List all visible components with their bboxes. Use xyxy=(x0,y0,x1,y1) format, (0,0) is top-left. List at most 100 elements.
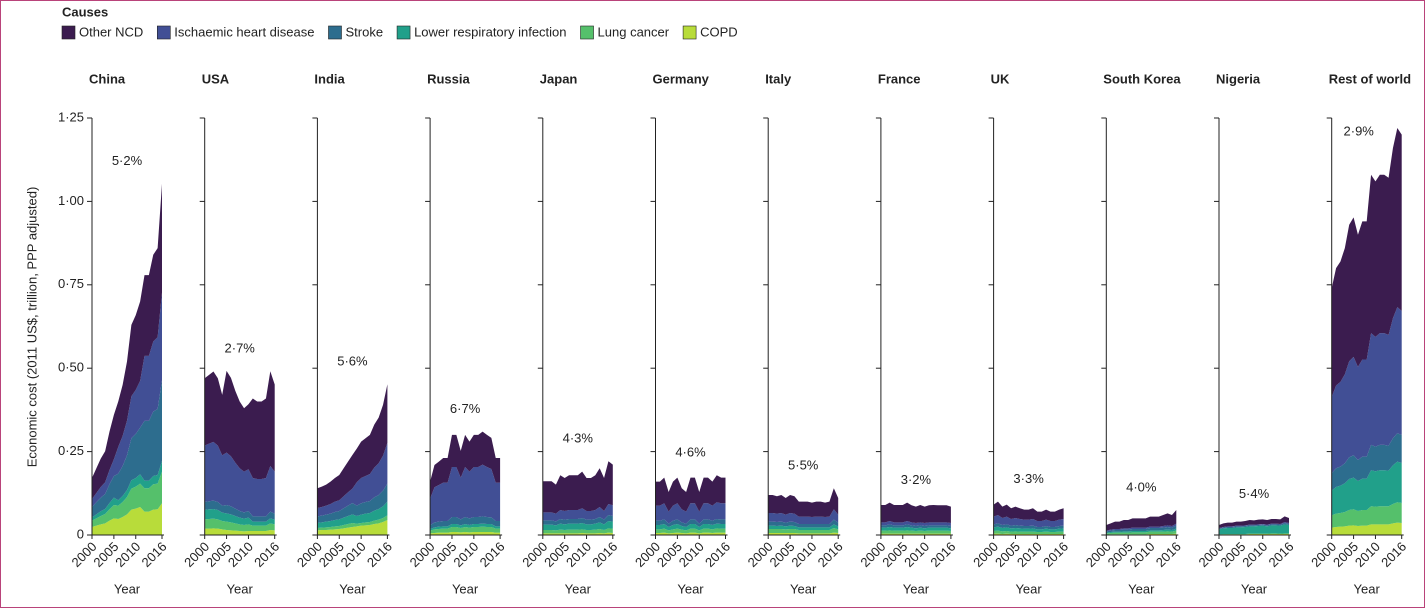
growth-annotation: 3·3% xyxy=(1013,471,1044,486)
area xyxy=(1331,433,1402,491)
x-axis-label: Year xyxy=(677,581,704,596)
area xyxy=(542,528,613,534)
x-tick-label: 2010 xyxy=(1239,539,1270,570)
x-tick-label: 2016 xyxy=(1265,539,1296,570)
area xyxy=(655,475,726,512)
x-tick-label: 2016 xyxy=(702,539,733,570)
area xyxy=(880,530,951,534)
x-axis-label: Year xyxy=(903,581,930,596)
area xyxy=(880,502,951,523)
area xyxy=(993,526,1064,532)
area xyxy=(1331,502,1402,528)
legend-label: Lung cancer xyxy=(598,24,670,39)
area xyxy=(993,523,1064,530)
area xyxy=(430,523,501,531)
growth-annotation: 5·2% xyxy=(112,153,143,168)
growth-annotation: 5·4% xyxy=(1239,486,1270,501)
x-tick-label: 2016 xyxy=(138,539,169,570)
y-tick-label: 1·00 xyxy=(58,193,84,208)
legend-title: Causes xyxy=(62,4,108,19)
area xyxy=(92,183,162,499)
growth-annotation: 5·5% xyxy=(788,458,819,473)
area xyxy=(1219,533,1289,535)
x-tick-label: 2010 xyxy=(563,539,594,570)
area xyxy=(317,442,388,517)
area xyxy=(317,515,388,531)
panel-title: Japan xyxy=(540,71,578,86)
area xyxy=(204,528,275,535)
panel-title: India xyxy=(314,71,345,86)
x-axis-label: Year xyxy=(339,581,366,596)
area xyxy=(204,508,275,526)
area xyxy=(542,514,613,526)
area xyxy=(655,528,726,534)
panel-title: Italy xyxy=(765,71,792,86)
legend-label: Lower respiratory infection xyxy=(414,24,566,39)
panel-title: Nigeria xyxy=(1216,71,1261,86)
legend-swatch xyxy=(396,25,411,40)
area xyxy=(430,532,501,535)
area xyxy=(768,524,839,530)
growth-annotation: 4·6% xyxy=(675,445,706,460)
legend-swatch xyxy=(328,25,342,40)
area xyxy=(1331,128,1402,397)
area xyxy=(655,518,726,527)
legend-label: Ischaemic heart disease xyxy=(174,24,314,39)
area xyxy=(204,441,275,517)
area xyxy=(430,464,501,526)
area xyxy=(1219,522,1289,530)
area xyxy=(880,526,951,531)
panel-title: USA xyxy=(202,71,230,86)
area xyxy=(1106,530,1177,535)
area xyxy=(993,530,1064,534)
area xyxy=(655,532,726,535)
area xyxy=(92,460,162,521)
area xyxy=(317,483,388,523)
legend-swatch xyxy=(682,25,697,40)
x-tick-label: 2010 xyxy=(112,539,143,570)
area xyxy=(993,514,1064,527)
area xyxy=(317,519,388,535)
y-tick-label: 0·25 xyxy=(58,443,84,458)
panel-title: France xyxy=(878,71,921,86)
area xyxy=(993,501,1064,521)
area xyxy=(204,370,275,479)
area xyxy=(430,526,501,534)
x-tick-label: 2010 xyxy=(1352,539,1383,570)
area xyxy=(92,503,162,535)
area xyxy=(1106,523,1177,532)
area xyxy=(430,516,501,529)
area xyxy=(542,532,613,535)
area xyxy=(542,503,613,522)
area xyxy=(430,431,501,499)
legend-label: Stroke xyxy=(345,24,383,39)
legend-label: COPD xyxy=(700,24,738,39)
panel-title: China xyxy=(89,71,126,86)
area xyxy=(92,380,162,518)
x-tick-label: 2010 xyxy=(225,539,256,570)
x-tick-label: 2010 xyxy=(901,539,932,570)
area xyxy=(1219,524,1289,535)
y-tick-label: 0·75 xyxy=(58,276,84,291)
growth-annotation: 5·6% xyxy=(337,354,368,369)
area xyxy=(92,471,162,527)
legend-label: Other NCD xyxy=(79,24,143,39)
growth-annotation: 3·2% xyxy=(901,472,932,487)
x-tick-label: 2016 xyxy=(1040,539,1071,570)
area xyxy=(1331,461,1402,516)
area xyxy=(1331,307,1402,474)
x-tick-label: 2010 xyxy=(450,539,481,570)
panel-title: Russia xyxy=(427,71,470,86)
x-tick-label: 2010 xyxy=(1014,539,1045,570)
growth-annotation: 6·7% xyxy=(450,401,481,416)
area xyxy=(1106,525,1177,533)
area xyxy=(768,519,839,528)
area xyxy=(204,518,275,532)
x-tick-label: 2010 xyxy=(788,539,819,570)
growth-annotation: 2·9% xyxy=(1344,123,1375,138)
area xyxy=(204,500,275,522)
x-axis-label: Year xyxy=(452,581,479,596)
area xyxy=(768,527,839,534)
